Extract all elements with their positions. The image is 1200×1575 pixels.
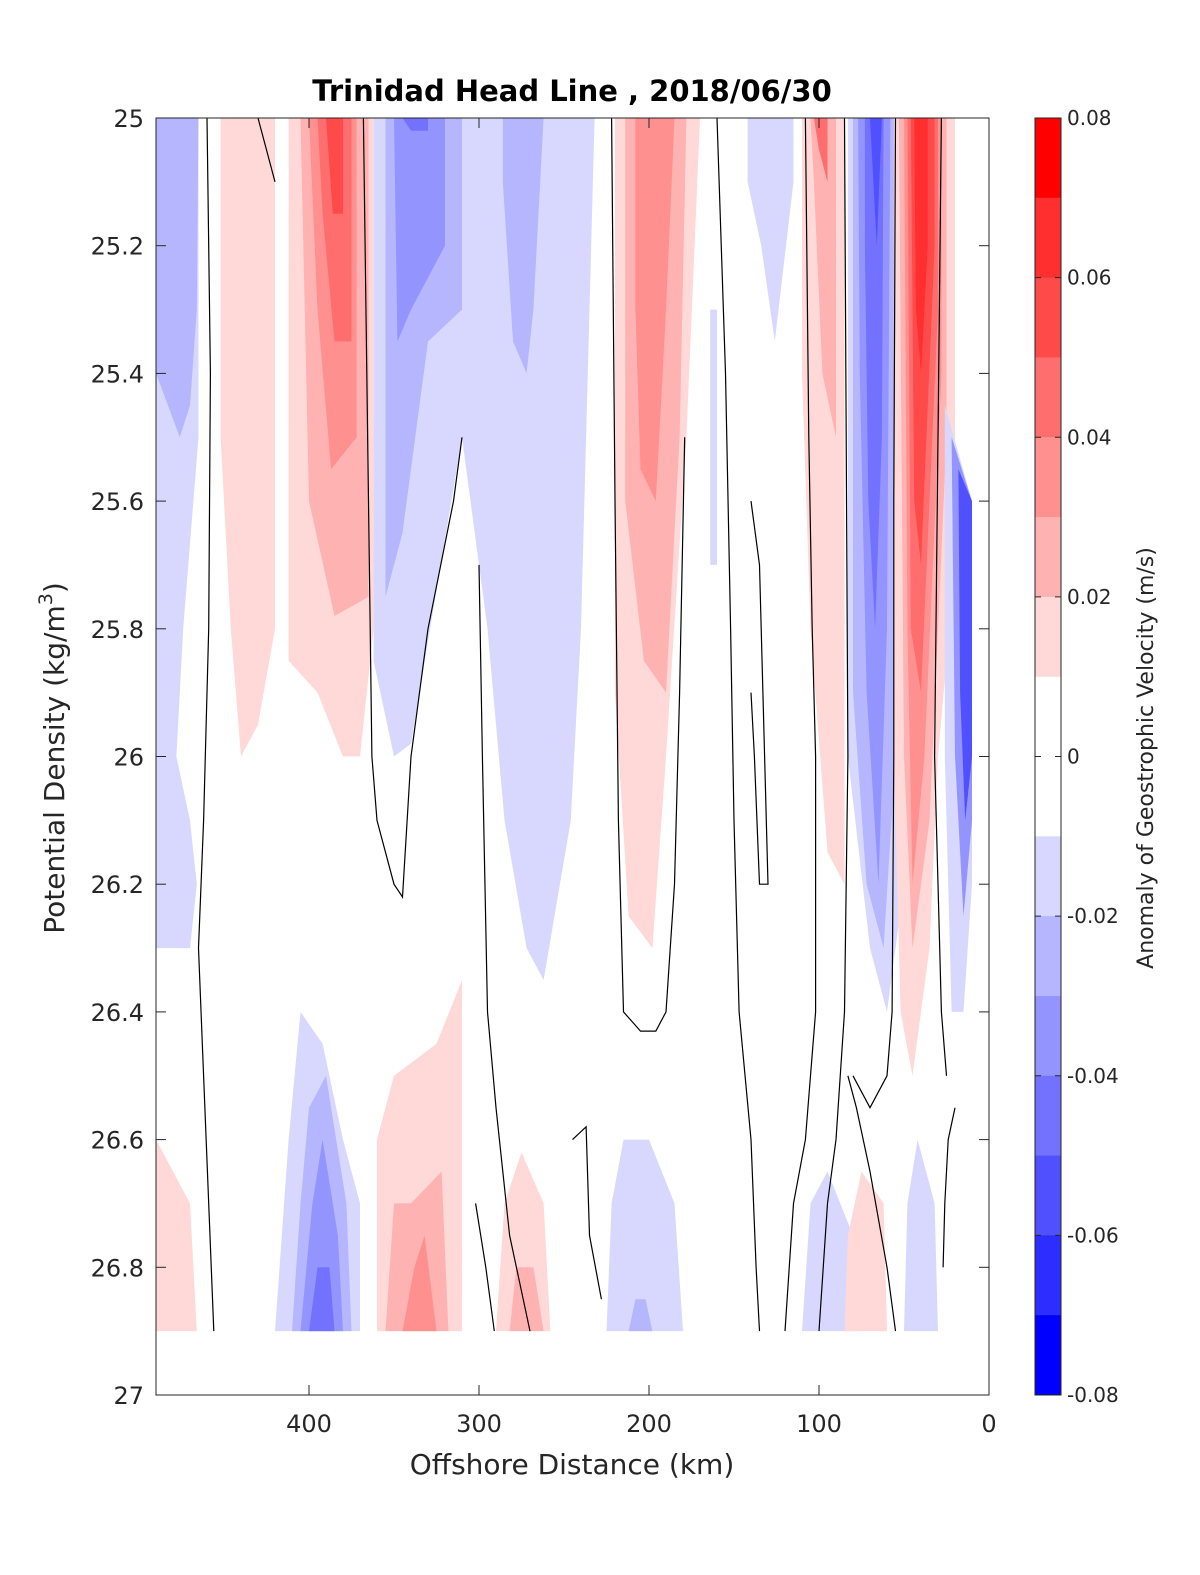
contour-region-12 [402,118,428,131]
colorbar-band [1035,995,1061,1077]
zero-contour-9 [784,117,817,1332]
colorbar-band [1035,1155,1061,1236]
colorbar-band [1035,1315,1061,1396]
contour-region-11 [394,118,445,342]
y-tick-label: 25 [113,105,144,133]
colorbar-tick-label: 0.04 [1067,425,1112,449]
zero-contour-14 [942,1107,956,1268]
colorbar-band [1035,1075,1061,1157]
colorbar-tick-label: 0 [1067,745,1080,769]
contour-region-38 [300,1139,343,1332]
contour-region-48 [844,1171,887,1332]
y-axis-title-main: Potential Density (kg/m [38,605,71,934]
y-axis-title-sup: 3 [35,593,57,605]
y-tick-label: 26.4 [91,999,144,1027]
zero-contour-7 [716,117,761,1332]
contour-region-34 [958,469,972,821]
zero-contour-2 [362,117,463,899]
colorbar-band [1035,437,1061,518]
colorbar-band [1035,756,1061,837]
colorbar-tick-label: 0.06 [1067,266,1112,290]
y-axis-title-end: ) [38,582,71,593]
colorbar-title: Anomaly of Geostrophic Velocity (m/s) [1134,547,1159,969]
colorbar-band [1035,118,1061,199]
colorbar-band [1035,596,1061,678]
contour-region-45 [606,1139,683,1332]
y-tick-label: 25.4 [91,360,144,388]
contour-region-10 [502,118,544,374]
zero-contour-3 [478,564,531,1332]
contour-region-19 [810,118,836,438]
colorbar-tick-label: -0.08 [1067,1383,1119,1407]
contour-region-15 [635,118,675,502]
contour-region-17 [710,309,717,565]
zero-contour-11 [847,1075,897,1332]
x-tick-label: 0 [981,1410,996,1438]
zero-contour-10 [818,117,849,1332]
y-tick-label: 25.6 [91,488,144,516]
contour-fill-layer [156,118,972,1332]
x-axis-ticks: 400 300 200 100 0 [286,118,997,1438]
zero-contour-13 [933,117,948,1076]
y-tick-label: 26.6 [91,1127,144,1155]
zero-contour-1 [257,117,276,183]
x-tick-label: 100 [796,1410,842,1438]
colorbar-band [1035,357,1061,438]
contour-region-31 [914,118,928,374]
colorbar-band [1035,197,1061,279]
zero-contour-lines [197,117,956,1332]
y-axis-ticks: 25 25.2 25.4 25.6 25.8 26 26.2 26.4 26.6 26.8 27 [91,105,989,1410]
colorbar-tick-label: -0.06 [1067,1223,1119,1247]
colorbar-tick-label: 0.08 [1067,106,1112,130]
y-tick-label: 26 [113,744,144,772]
zero-contour-8 [750,501,769,885]
zero-contour-12 [852,117,897,1109]
x-tick-label: 400 [286,1410,332,1438]
contour-region-24 [864,118,884,629]
y-tick-label: 26.2 [91,871,144,899]
x-tick-label: 300 [456,1410,502,1438]
colorbar [1035,118,1061,1396]
colorbar-tick-label: -0.02 [1067,904,1119,928]
x-tick-label: 200 [626,1410,672,1438]
contour-region-2 [220,118,275,757]
x-axis-title: Offshore Distance (km) [410,1448,735,1481]
contour-region-44 [509,1267,544,1332]
contour-region-41 [385,1171,449,1332]
contour-region-46 [628,1299,653,1332]
y-axis-title: Potential Density (kg/m3) [35,582,71,934]
contour-region-1 [156,118,199,438]
colorbar-tick-label: 0.02 [1067,585,1112,609]
colorbar-band [1035,916,1061,997]
contour-region-43 [496,1152,551,1332]
contour-region-39 [309,1267,335,1332]
colorbar-tick-label: -0.04 [1067,1064,1119,1088]
contour-region-49 [904,1139,938,1332]
colorbar-band [1035,517,1061,598]
y-tick-label: 25.2 [91,233,144,261]
colorbar-band [1035,676,1061,757]
y-tick-label: 27 [113,1382,144,1410]
contour-region-16 [747,118,794,342]
zero-contour-6 [610,117,686,1032]
colorbar-ticks: 0.08 0.06 0.04 0.02 0 -0.02 -0.04 -0.06 -0.08 [1035,106,1119,1407]
colorbar-band [1035,277,1061,358]
contour-region-42 [402,1235,437,1332]
colorbar-band [1035,1235,1061,1316]
chart-title: Trinidad Head Line , 2018/06/30 [312,74,832,108]
contour-region-35 [156,1139,197,1332]
y-tick-label: 26.8 [91,1254,144,1282]
contour-region-20 [813,118,828,182]
zero-contour-0 [197,117,215,1332]
colorbar-band [1035,836,1061,917]
zero-contour-5 [475,1203,495,1332]
contour-region-7 [326,118,343,214]
contour-region-25 [870,118,882,246]
y-tick-label: 25.8 [91,616,144,644]
zero-contour-4 [572,1125,602,1300]
